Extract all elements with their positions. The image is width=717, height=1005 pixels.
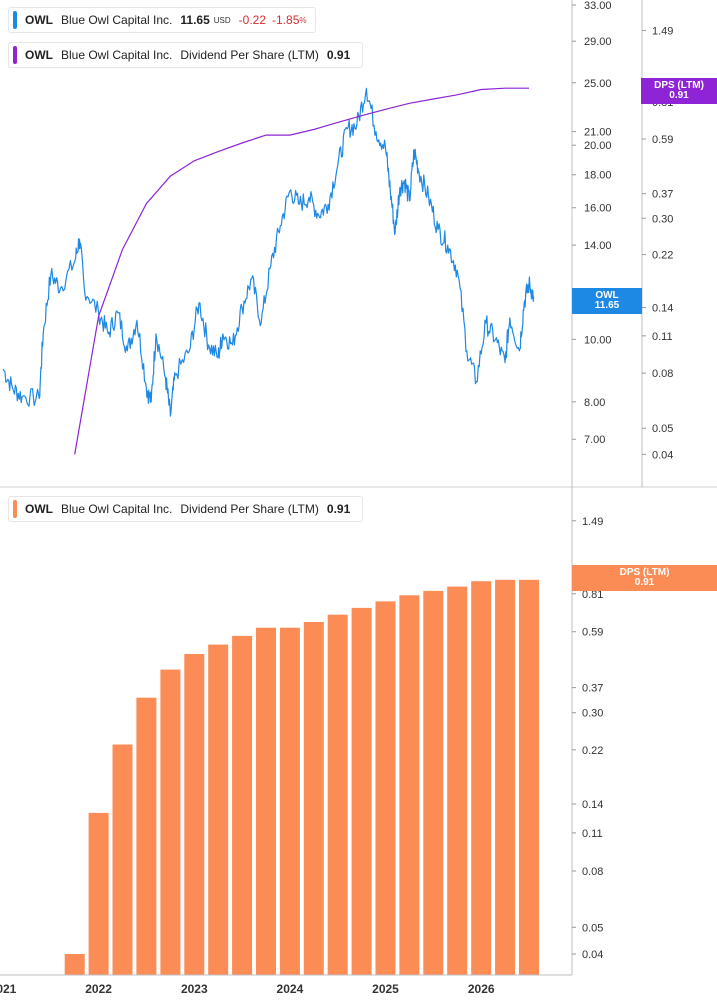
dps-bar	[519, 579, 539, 975]
legend-metric: Dividend Per Share (LTM)	[180, 48, 319, 62]
dps-top-tag-value: 0.91	[669, 90, 689, 101]
price-panel[interactable]	[2, 87, 535, 455]
x-tick-label: 2023	[181, 982, 208, 996]
price-tick-label: 29.00	[584, 36, 612, 48]
legend-ticker: OWL	[25, 13, 53, 27]
dps-bottom-tag-value: 0.91	[634, 577, 655, 588]
dps-bar	[64, 954, 85, 975]
dps-bar	[184, 654, 205, 975]
dps-bar	[279, 627, 300, 975]
x-tick-label: 2026	[468, 982, 495, 996]
legend-dps-bottom[interactable]: OWL Blue Owl Capital Inc. Dividend Per S…	[8, 496, 364, 522]
price-series-line	[2, 87, 535, 417]
x-tick-label: 2021	[0, 982, 17, 996]
legend-change-pct: -1.85	[272, 13, 300, 27]
dps-bar	[327, 614, 348, 975]
legend-change: -0.22	[238, 13, 267, 27]
price-tick-label: 14.00	[584, 240, 612, 252]
dps-top-tick-label: 0.05	[652, 423, 673, 435]
legend-company: Blue Owl Capital Inc.	[61, 48, 173, 62]
dps-top-tick-label: 0.22	[652, 250, 673, 262]
dps-bar	[88, 812, 109, 975]
dps-series-line	[74, 87, 529, 455]
price-tick-label: 20.00	[584, 140, 612, 152]
price-tag-label: OWL	[595, 290, 619, 301]
legend-price-value: 11.65	[180, 13, 210, 27]
dps-top-tick-label: 0.11	[652, 331, 673, 343]
x-tick-label: 2024	[277, 982, 304, 996]
x-tick-label: 2022	[85, 982, 112, 996]
dps-bar	[256, 627, 276, 975]
dps-bar	[495, 579, 516, 975]
legend-metric: Dividend Per Share (LTM)	[180, 502, 319, 516]
legend-dps-top[interactable]: OWL Blue Owl Capital Inc. Dividend Per S…	[8, 42, 364, 68]
legend-price[interactable]: OWL Blue Owl Capital Inc. 11.65 USD -0.2…	[8, 7, 316, 33]
dps-bar	[375, 601, 396, 975]
price-tick-label: 10.00	[584, 334, 612, 346]
price-swatch-icon	[13, 11, 17, 29]
dps-bar	[471, 581, 492, 975]
legend-dps-value: 0.91	[326, 48, 351, 62]
legend-company: Blue Owl Capital Inc.	[61, 13, 173, 27]
dps-bottom-tag-label: DPS (LTM)	[619, 567, 670, 578]
dps-bottom-tick-label: 0.59	[582, 627, 603, 639]
legend-pct-sign: %	[299, 15, 307, 25]
legend-dps-value: 0.91	[326, 502, 351, 516]
dps-top-tag-label: DPS (LTM)	[654, 80, 704, 91]
dps-bottom-tick-label: 0.04	[582, 949, 603, 961]
dps-line-swatch-icon	[13, 46, 17, 64]
dps-bottom-tick-label: 0.22	[582, 745, 603, 757]
dps-bar	[423, 590, 444, 975]
dps-top-axis-tag: DPS (LTM) 0.91	[641, 78, 717, 104]
dps-top-tick-label: 0.30	[652, 213, 673, 225]
dps-bar	[232, 635, 253, 975]
dps-bar	[160, 669, 181, 975]
dps-bottom-tick-label: 0.08	[582, 866, 603, 878]
dps-bottom-tick-label: 0.30	[582, 708, 603, 720]
dps-bar	[351, 607, 372, 975]
price-tag-value: 11.65	[594, 300, 620, 311]
dps-top-tick-label: 0.14	[652, 303, 673, 315]
dps-bar-panel[interactable]	[64, 579, 539, 975]
price-tick-label: 25.00	[584, 78, 612, 90]
price-tick-label: 33.00	[584, 0, 612, 12]
dps-bottom-tick-label: 0.05	[582, 922, 603, 934]
legend-ticker: OWL	[25, 48, 53, 62]
dps-bar	[303, 622, 324, 975]
dps-bottom-tick-label: 0.81	[582, 589, 603, 601]
dps-bottom-axis-tag: DPS (LTM) 0.91	[572, 565, 717, 591]
price-tick-label: 7.00	[584, 434, 605, 446]
dps-top-tick-label: 0.08	[652, 368, 673, 380]
price-tick-label: 21.00	[584, 127, 612, 139]
dps-bar	[399, 595, 420, 975]
dps-top-tick-label: 0.04	[652, 449, 673, 461]
dps-bar	[112, 744, 133, 975]
legend-currency: USD	[213, 15, 231, 25]
price-tick-label: 18.00	[584, 170, 612, 182]
dps-top-tick-label: 0.37	[652, 189, 673, 201]
x-tick-label: 2025	[372, 982, 399, 996]
price-tick-label: 8.00	[584, 397, 605, 409]
dps-top-tick-label: 1.49	[652, 25, 673, 37]
dps-bar	[447, 586, 468, 975]
price-tick-label: 16.00	[584, 203, 612, 215]
dps-top-tick-label: 0.59	[652, 134, 673, 146]
legend-ticker: OWL	[25, 502, 53, 516]
dps-bar	[136, 697, 157, 975]
dps-bottom-tick-label: 1.49	[582, 516, 603, 528]
price-axis-tag: OWL 11.65	[572, 288, 642, 314]
dps-bottom-tick-label: 0.14	[582, 799, 603, 811]
dps-bar	[208, 644, 229, 975]
dps-bar-swatch-icon	[13, 500, 17, 518]
legend-company: Blue Owl Capital Inc.	[61, 502, 173, 516]
dps-bottom-tick-label: 0.37	[582, 683, 603, 695]
dps-bottom-tick-label: 0.11	[582, 828, 603, 840]
